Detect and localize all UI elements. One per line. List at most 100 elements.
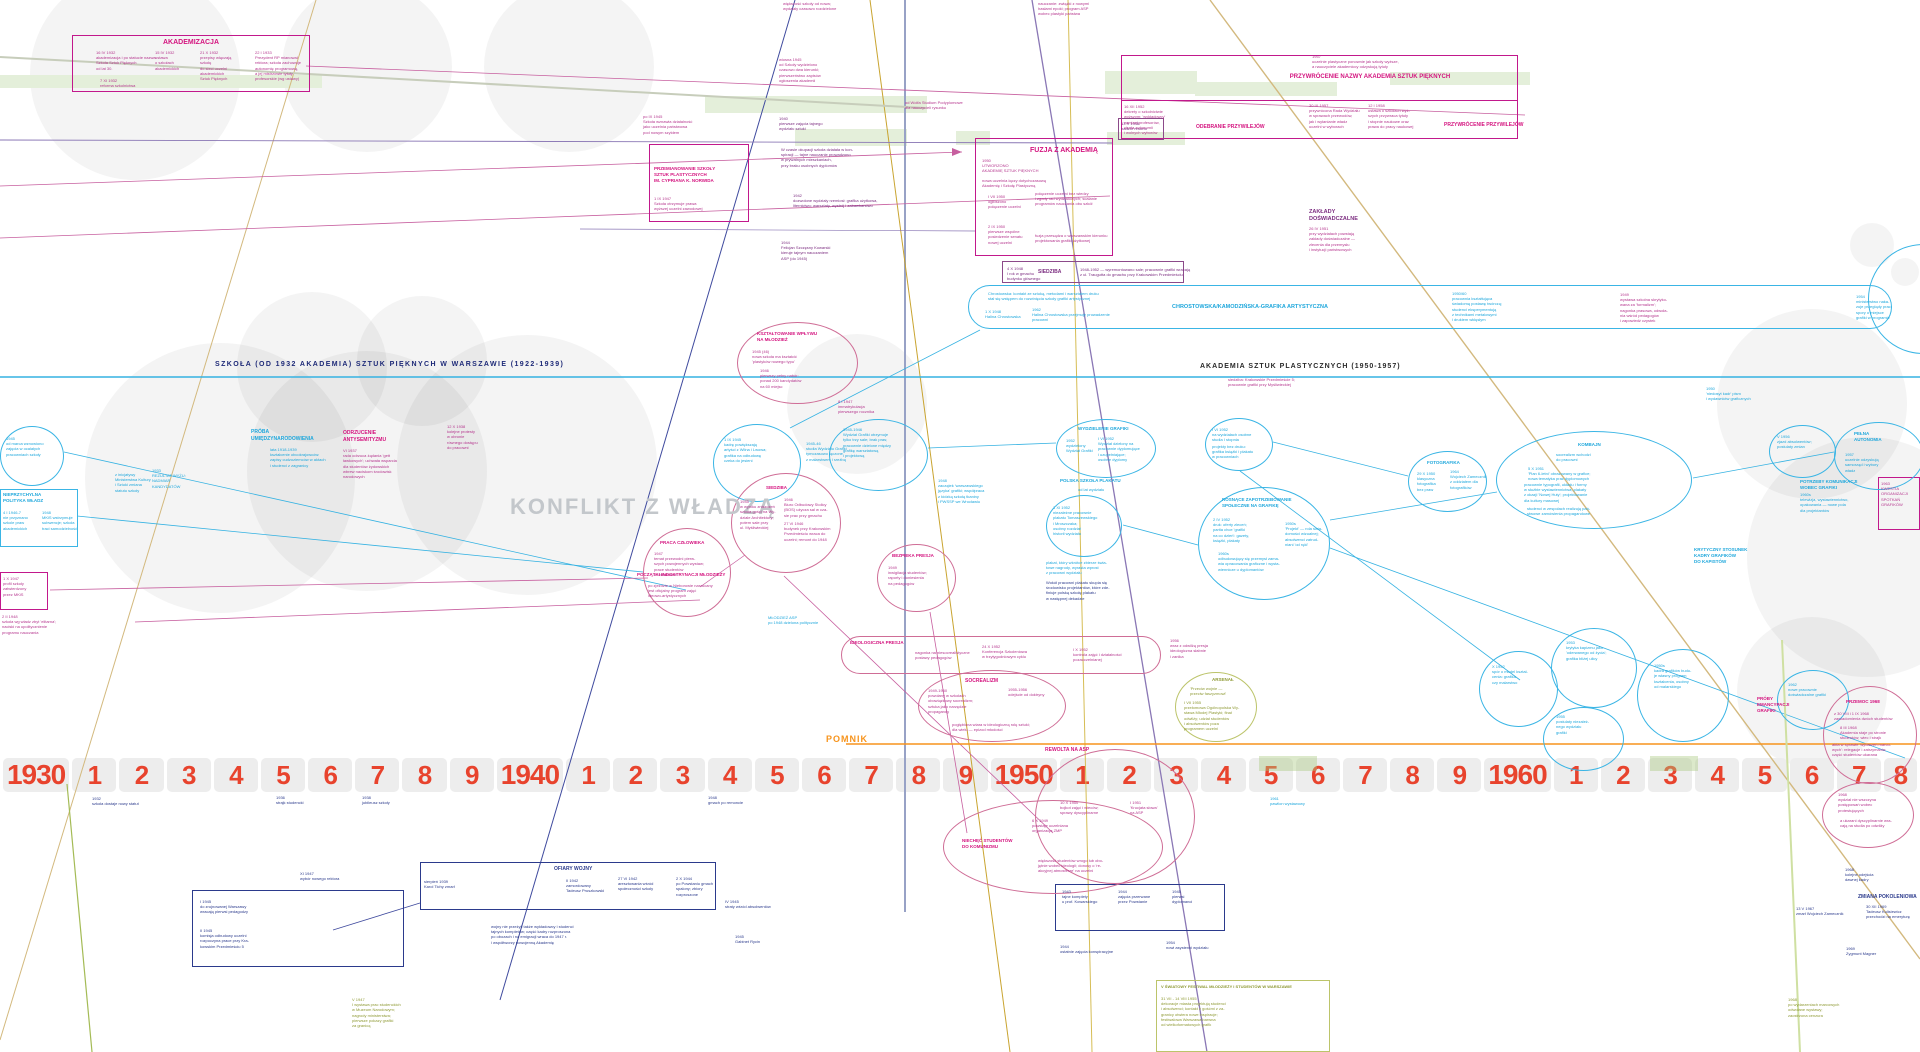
profil-box bbox=[0, 572, 48, 610]
akademizacja-col4: 22 I 1933 Prezydent RP mianował rektora; s… bbox=[255, 50, 302, 81]
wydzielenie-b: I VI 1952 Wydział dzielony na pracownie dy… bbox=[1098, 436, 1140, 462]
okupacja: W czasie okupacji szkoła działała w kon-… bbox=[781, 147, 854, 168]
siedziba-box-date: 4 X 1948 I rok w gmachu budynku głównego bbox=[1007, 266, 1041, 282]
ksztaltowanie-b: 1946 pierwszy pełny nabór: ponad 200 kandy… bbox=[760, 368, 802, 389]
timeline-year-cell: 9 bbox=[449, 758, 494, 792]
top-note-1: większość szkoły od nowa; wydziały czasow… bbox=[783, 1, 837, 12]
timeline-year-cell: 3 bbox=[660, 758, 705, 792]
zapotrzebowanie-a: 2 IV 1952 druk: oferty zleceń; partia chce… bbox=[1213, 517, 1250, 543]
przywrocenie-1957: 1957 uczelnie plastyczne ponownie jak szk… bbox=[1312, 54, 1399, 70]
powrot-box bbox=[192, 890, 404, 967]
protesty-1938: 12 X 1938 kolejne protesty w obronie równeg… bbox=[447, 424, 478, 450]
praca-body: 1947 temat przewodni pierw-szych powojenn… bbox=[654, 551, 705, 577]
niedosyt-kadr: 1950'niedosyt kadr' pism i wydawnictw gra… bbox=[1706, 386, 1751, 402]
przemianowanie-box bbox=[649, 144, 749, 222]
postulaty-ellipse bbox=[1543, 707, 1624, 771]
komplety-b: 1944 zajęcia przerwane przez Powstanie bbox=[1118, 889, 1151, 905]
ideologiczna-56: 1956 wraz z odwilżą presja ideologiczna sł… bbox=[1170, 638, 1209, 659]
kapizm-txt: 1953 krytyka kapizmu jako'oderwanego od ż… bbox=[1566, 640, 1607, 661]
timeline-year-cell: 2 bbox=[613, 758, 658, 792]
program-ellipse bbox=[1637, 649, 1729, 742]
timeline-decade-cell: 1950 bbox=[990, 758, 1057, 792]
krytyczny-title: KRYTYCZNY STOSUNEK KADRY GRAFIKÓW DO KAPIS… bbox=[1694, 547, 1748, 564]
connector-line bbox=[927, 442, 1057, 449]
powrot-b: II 1945 komisja odbudowy uczelni rozpoczyn… bbox=[200, 928, 249, 949]
fuzja-ix-1950: 2 IX 1950 pierwsze wspólne posiedzenie sen… bbox=[988, 224, 1023, 245]
polityka-col1: 4 I 1946-7 nie przyznano szkole praw akadem… bbox=[3, 510, 28, 531]
przemoc-b: 8 III 1968 Akademia staje po stronie stude… bbox=[1840, 725, 1887, 741]
timeline-year-cell: 2 bbox=[119, 758, 164, 792]
arsenal-ellipse bbox=[1175, 672, 1257, 742]
przemoc-a: z 30 VIII i 1 IX 1968 zawiadomienia dwóch… bbox=[1834, 711, 1893, 722]
tl-note-1948: 1948 gmach po remoncie bbox=[708, 795, 744, 806]
background-circle bbox=[237, 292, 387, 442]
powrot-c: XI 1947 wybór nowego rektora bbox=[300, 871, 340, 882]
nadzor-note: 13 X 1948 nadzór resortu bbox=[1121, 121, 1147, 132]
arrowhead-icon bbox=[952, 148, 962, 156]
potrzeby-title: POTRZEBY KOMUNIKACJI WOBEC GRAFIKI bbox=[1800, 479, 1858, 490]
top-note-2: nauczanie: związki z nowymi hasłami epoki… bbox=[1038, 1, 1090, 17]
fotografika-ellipse bbox=[1408, 451, 1487, 512]
connector-line bbox=[0, 139, 1114, 144]
connector-line bbox=[76, 515, 644, 573]
year-timeline: 1930 1 2 3 4 5 6 7 8 9 1940 1 2 3 4 5 6 7 8 9 1950 1 2 3 4 5 6 7 8 9 1… bbox=[0, 758, 1920, 792]
zmiana-a: 13 V 1967 zmarł Wojciech Zamecznik bbox=[1796, 906, 1844, 917]
zaklady-body: 26 IV 1951 przy wydziałach powstają zakład… bbox=[1309, 226, 1356, 252]
formalizm-1949: 1949 wystawa szkolna skrytyko-wana za 'fo… bbox=[1620, 292, 1668, 323]
timeline-decade-cell: 1930 bbox=[3, 758, 70, 792]
pracownie-1962: 1962 nowe pracownie doświadczalne grafiki bbox=[1788, 682, 1827, 698]
przemoc2-a: 1968 wydział nie wszczyna postępowań wobec… bbox=[1838, 792, 1877, 813]
wiosna-1945: wiosna 1945 od Szkoły wydzielono czasowo d… bbox=[779, 57, 821, 83]
fuzja-title: FUZJA Z AKADEMIĄ bbox=[1030, 147, 1098, 154]
psp-ellipse-txt: 1 XI 1952 niezależne pracownie plakatu Tom… bbox=[1053, 505, 1098, 536]
zapotrzebowanie-b: 1950s 'Projekt' — rola świa-domości wizua… bbox=[1285, 521, 1323, 547]
connector-line bbox=[0, 195, 1111, 239]
ideologiczna-sub: nagonka na niesocrealistyczne postawy ped… bbox=[915, 650, 970, 661]
akademizacja-title: AKADEMIZACJA bbox=[163, 39, 219, 46]
akademizacja-note: 7 XI 1932 reforma szkolnictwa bbox=[100, 78, 136, 89]
zmiana-c: 1969 Zygmunt Magner bbox=[1846, 946, 1877, 957]
connector-line bbox=[1272, 441, 1409, 477]
fuzja-box bbox=[975, 138, 1113, 256]
autonomia-ellipse bbox=[1834, 422, 1920, 490]
rewolta-title: REWOLTA NA ASP bbox=[1045, 747, 1090, 753]
pomnik-label: POMNIK bbox=[826, 734, 868, 744]
timeline-year-cell: 6 bbox=[1295, 758, 1340, 792]
socrealizm-ellipse bbox=[918, 670, 1066, 742]
timeline-year-cell: 7 bbox=[849, 758, 894, 792]
banner-title: CHROSTOWSKA/KAMODZIŃSKA-GRAFIKA ARTYSTYC… bbox=[1172, 304, 1328, 310]
zmiana-68: 1968 kolejne odejścia dawnej kadry bbox=[1845, 867, 1874, 883]
highlight-bar bbox=[0, 75, 322, 88]
siedziba-box-body: 1948-1952 — wyremontowano sale; pracowni… bbox=[1080, 267, 1191, 278]
przemoc-c: akta w sprawie 'wydarzeń marco-wych': re… bbox=[1832, 742, 1892, 758]
ideologiczna-52a: 24 X 1952 Konferencja Szkoleniowa w trzyty… bbox=[982, 644, 1027, 660]
kombajn-d: studenci w zespołach realizują pań-stwow… bbox=[1527, 506, 1591, 517]
siedziba-ellipse-title: SIEDZIBA bbox=[766, 485, 788, 490]
timeline-year-cell: 4 bbox=[707, 758, 752, 792]
niechec-a: 6 X 1949 powstaje uczelniana organizacja Z… bbox=[1032, 818, 1069, 834]
timeline-year-cell: 4 bbox=[1695, 758, 1740, 792]
fuzja-1950b: nowa uczelnia łączy dotychczasową Akademi… bbox=[982, 178, 1047, 189]
psp-below-2: Wokół pracowni plakatu skupia się środowi… bbox=[1046, 580, 1110, 601]
polityka-wladz-box bbox=[0, 489, 78, 547]
header-asp-1950: AKADEMIA SZTUK PLASTYCZNYCH (1950-1957) bbox=[1200, 363, 1401, 370]
timeline-decade-cell: 1940 bbox=[496, 758, 564, 792]
socrealizm-b: 1955-1956 odejście od doktryny bbox=[1008, 687, 1045, 698]
wyz-note: 1933 REZULTAT WYŻU: NADMIAR KANDYDATÓW bbox=[152, 468, 186, 489]
ksztaltowanie-ellipse bbox=[737, 322, 858, 404]
wystawa-1947: V 1947 I wystawa prac studenckich w Muzeum… bbox=[352, 997, 401, 1028]
polityka-col2: 1948 MKiS wstrzymuje subwencje; szkoła trac… bbox=[42, 510, 78, 531]
background-circle bbox=[484, 0, 654, 152]
ideologiczna-title: IDEOLOGICZNA PRESJA bbox=[850, 640, 904, 645]
tl-note-1938: 1938 jubileusz szkoły bbox=[362, 795, 390, 806]
kadra-ellipse bbox=[713, 424, 801, 502]
fuzja-vii-1950: I VII 1950 ogłoszono połączenie uczelni bbox=[988, 194, 1021, 210]
poczatki-title: POCZĄTKI INDOKTRYNACJI MŁODZIEŻY bbox=[637, 572, 726, 577]
bezpieka-body: 1949 inwigilacja studentów; raporty i doni… bbox=[888, 565, 927, 586]
ofiary-g: 1945 Gabinet Rycin bbox=[735, 934, 761, 945]
spor-ellipse bbox=[1479, 651, 1558, 727]
highlight-bar bbox=[1259, 756, 1317, 771]
highlight-bar bbox=[795, 129, 907, 146]
zjazd-txt: V 1956 zjazd absolwentów; postulaty zmian bbox=[1777, 434, 1812, 450]
rewolta-a: 10 X 1950 bojkot zajęć i wieców; sprawy dy… bbox=[1060, 800, 1099, 816]
